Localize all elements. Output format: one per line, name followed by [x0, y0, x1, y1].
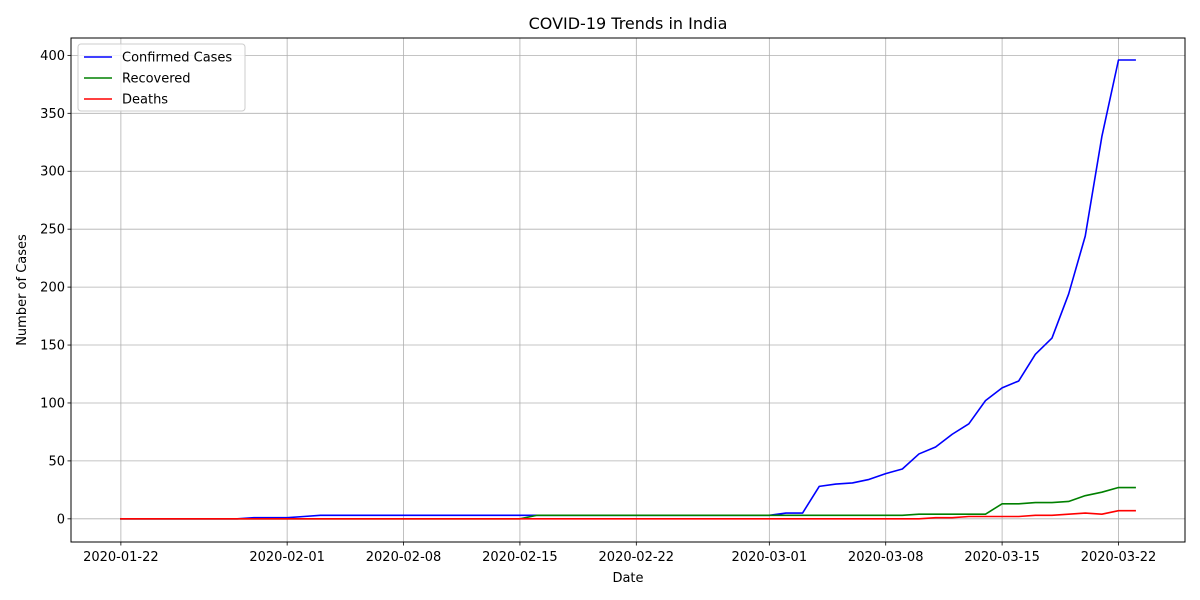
- y-tick-label: 0: [57, 512, 65, 527]
- series-line-deaths: [120, 509, 1136, 520]
- axis-ticks: 2020-01-22 2020-02-01 2020-02-08 2020-02-15…: [40, 49, 1156, 565]
- legend-box: [77, 43, 246, 112]
- x-tick-label: 2020-02-01: [249, 550, 325, 565]
- x-tick-label: 2020-02-08: [366, 550, 442, 565]
- x-tick-label: 2020-02-22: [599, 550, 675, 565]
- legend-label: Recovered: [122, 72, 191, 87]
- legend-label: Deaths: [122, 93, 168, 108]
- y-tick-label: 200: [40, 281, 65, 296]
- x-tick-label: 2020-03-01: [732, 550, 808, 565]
- y-axis-label: Number of Cases: [15, 234, 30, 346]
- plot-frame: [70, 37, 1186, 543]
- y-tick-label: 150: [40, 339, 65, 354]
- x-tick-label: 2020-03-15: [964, 550, 1040, 565]
- legend: Confirmed Cases Recovered Deaths: [77, 43, 246, 112]
- x-axis-label: Date: [612, 571, 643, 586]
- series-line-confirmed-cases: [120, 59, 1136, 520]
- x-tick-label: 2020-03-22: [1081, 550, 1157, 565]
- y-tick-label: 100: [40, 396, 65, 411]
- series-line-recovered: [120, 486, 1136, 520]
- legend-label: Confirmed Cases: [122, 51, 232, 66]
- x-tick-label: 2020-02-15: [482, 550, 558, 565]
- x-tick-label: 2020-03-08: [848, 550, 924, 565]
- y-tick-label: 300: [40, 165, 65, 180]
- grid: [71, 38, 1185, 542]
- series-lines: [120, 59, 1136, 520]
- y-tick-label: 50: [48, 454, 65, 469]
- y-tick-label: 350: [40, 107, 65, 122]
- chart-title: COVID-19 Trends in India: [529, 14, 728, 33]
- y-tick-label: 250: [40, 223, 65, 238]
- y-tick-label: 400: [40, 49, 65, 64]
- x-tick-label: 2020-01-22: [83, 550, 159, 565]
